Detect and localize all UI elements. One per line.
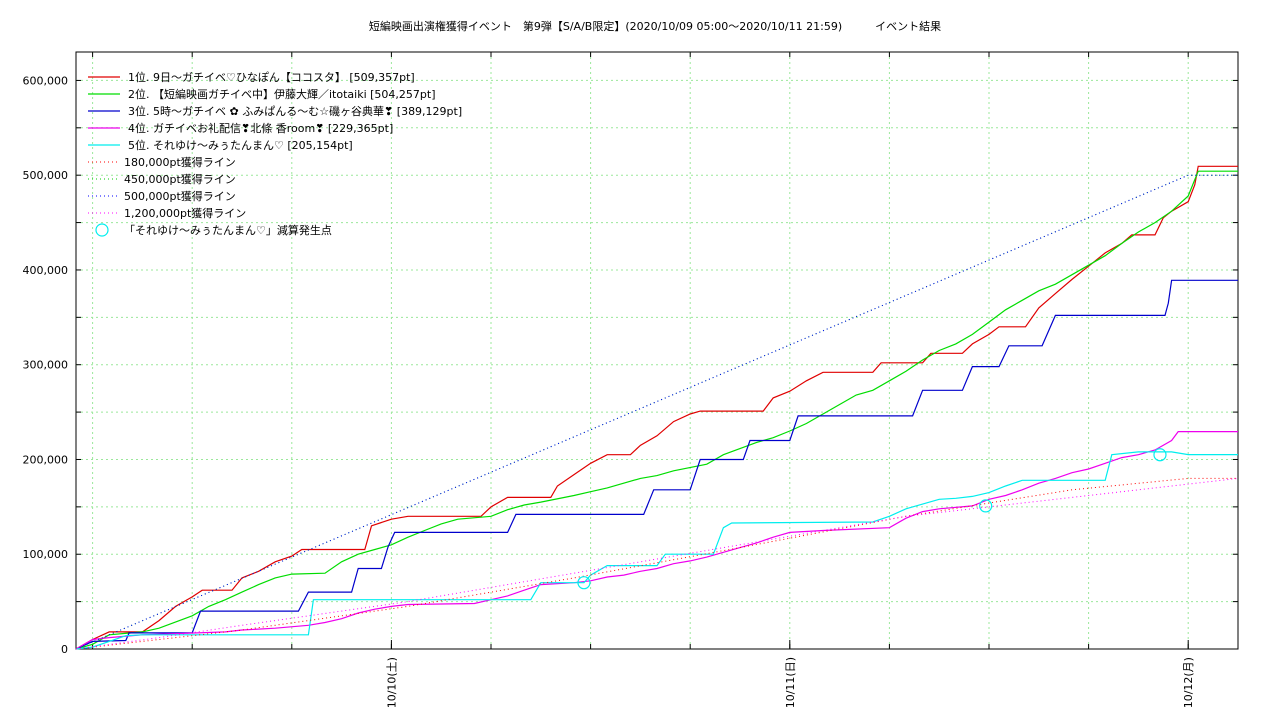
series-line-5 xyxy=(75,451,1238,650)
legend-label: 5位. それゆけ〜みぅたんまん♡ [205,154pt] xyxy=(128,138,353,152)
legend-label: 450,000pt獲得ライン xyxy=(124,173,236,186)
x-tick-label: 10/12(月) xyxy=(1182,657,1195,708)
grid xyxy=(76,52,1238,649)
legend-marker-symbol xyxy=(95,223,109,237)
series-layer xyxy=(75,165,1239,650)
legend: 1位. 9日〜ガチイベ♡ひなぽん【ココスタ】 [509,357pt] 2位. 【短… xyxy=(88,70,462,237)
series-line-8 xyxy=(75,174,1238,650)
legend-label: 「それゆけ〜みぅたんまん♡」減算発生点 xyxy=(124,223,332,237)
y-tick-label: 0 xyxy=(61,643,68,656)
marker-layer xyxy=(577,448,1167,590)
y-tick-label: 300,000 xyxy=(23,359,69,372)
legend-label: 500,000pt獲得ライン xyxy=(124,190,236,203)
y-tick-label: 600,000 xyxy=(23,74,69,87)
legend-label: 3位. 5時〜ガチイベ ✿ ふみぱんる〜む☆磯ヶ谷典華❣ [389,129pt] xyxy=(128,104,462,118)
legend-label: 1,200,000pt獲得ライン xyxy=(124,207,246,220)
chart-title: 短編映画出演権獲得イベント 第9弾【S/A/B限定】(2020/10/09 05… xyxy=(369,19,941,33)
legend-label: 180,000pt獲得ライン xyxy=(124,156,236,169)
series-line-1 xyxy=(75,165,1238,650)
y-tick-label: 500,000 xyxy=(23,169,69,182)
series-line-4 xyxy=(75,431,1238,650)
series-line-2 xyxy=(75,170,1238,650)
x-axis: 10/10(土) 10/11(日) 10/12(月) xyxy=(385,640,1195,708)
x-tick-label: 10/10(土) xyxy=(385,657,398,708)
legend-label: 4位. ガチイベお礼配信❣北條 香room❣ [229,365pt] xyxy=(128,121,393,135)
x-tick-label: 10/11(日) xyxy=(784,657,797,708)
legend-label: 2位. 【短編映画ガチイベ中】伊藤大輝／itotaiki [504,257pt] xyxy=(128,87,436,101)
series-line-3 xyxy=(75,279,1238,650)
y-tick-label: 200,000 xyxy=(23,453,69,466)
reduction-marker xyxy=(979,499,993,513)
series-line-6 xyxy=(75,477,1238,650)
reduction-marker xyxy=(1153,448,1167,462)
y-axis: 0 100,000 200,000 300,000 400,000 500,000 600,… xyxy=(23,74,69,656)
series-line-9 xyxy=(75,477,1239,650)
legend-label: 1位. 9日〜ガチイベ♡ひなぽん【ココスタ】 [509,357pt] xyxy=(128,70,415,84)
y-tick-label: 400,000 xyxy=(23,264,69,277)
plot-frame xyxy=(75,51,1239,650)
y-tick-label: 100,000 xyxy=(23,548,69,561)
reduction-marker xyxy=(577,576,591,590)
